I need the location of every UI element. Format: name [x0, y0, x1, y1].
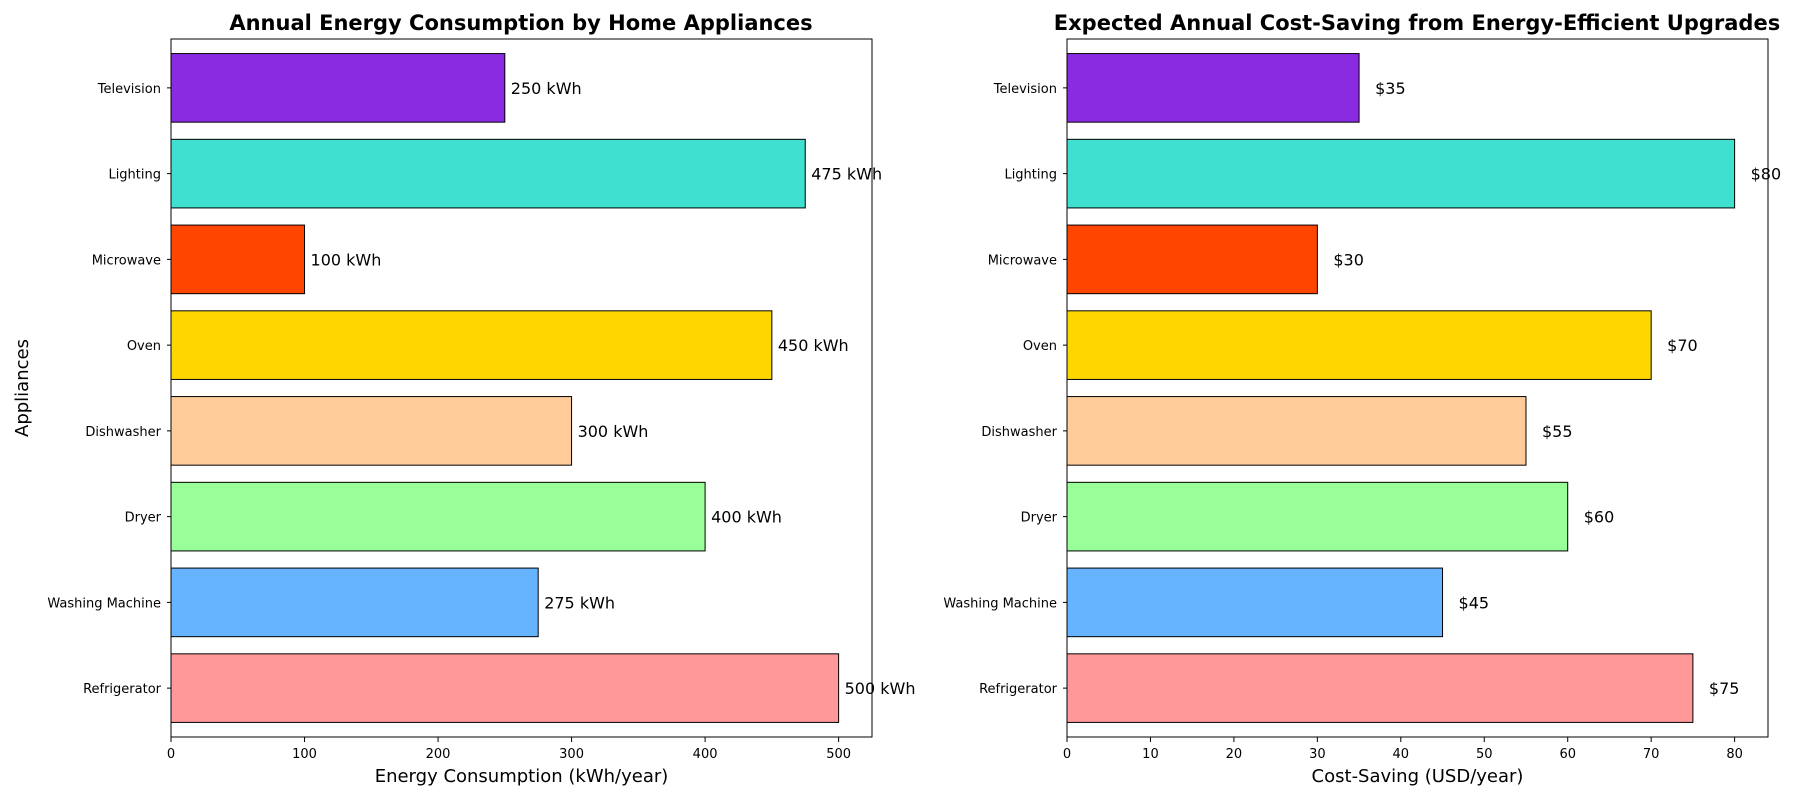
saving-data-label-oven: $70 — [1667, 336, 1698, 355]
saving-x-tick-label-80: 80 — [1726, 747, 1743, 762]
energy-y-tick-label-washing-machine: Washing Machine — [47, 596, 161, 611]
saving-x-tick-label-0: 0 — [1063, 747, 1071, 762]
saving-bar-oven — [1067, 311, 1651, 380]
energy-y-tick-label-television: Television — [97, 82, 161, 97]
energy-bar-dryer — [171, 482, 705, 551]
saving-y-tick-label-dishwasher: Dishwasher — [981, 425, 1057, 440]
energy-bar-dishwasher — [171, 397, 572, 466]
energy-x-tick-label-200: 200 — [426, 747, 451, 762]
saving-x-axis-label: Cost-Saving (USD/year) — [1312, 766, 1524, 787]
saving-x-tick-label-70: 70 — [1643, 747, 1660, 762]
energy-x-tick-label-500: 500 — [826, 747, 851, 762]
energy-x-axis-label: Energy Consumption (kWh/year) — [375, 766, 669, 787]
energy-x-tick-label-400: 400 — [693, 747, 718, 762]
energy-bar-television — [171, 54, 505, 123]
energy-data-label-dishwasher: 300 kWh — [578, 422, 649, 441]
energy-data-label-washing-machine: 275 kWh — [544, 593, 615, 612]
saving-bar-washing-machine — [1067, 568, 1443, 637]
saving-x-tick-label-60: 60 — [1559, 747, 1576, 762]
saving-bar-microwave — [1067, 225, 1317, 294]
saving-bar-television — [1067, 54, 1359, 123]
energy-data-label-dryer: 400 kWh — [711, 508, 782, 527]
energy-bar-refrigerator — [171, 654, 839, 723]
energy-consumption-chart: Annual Energy Consumption by Home Applia… — [12, 11, 915, 787]
saving-bar-refrigerator — [1067, 654, 1693, 723]
saving-data-label-dishwasher: $55 — [1542, 422, 1573, 441]
energy-data-label-oven: 450 kWh — [778, 336, 849, 355]
energy-bar-lighting — [171, 139, 805, 208]
energy-data-label-lighting: 475 kWh — [811, 165, 882, 184]
saving-y-tick-label-television: Television — [993, 82, 1057, 97]
cost-saving-chart: Expected Annual Cost-Saving from Energy-… — [943, 11, 1781, 787]
energy-y-tick-label-refrigerator: Refrigerator — [83, 682, 162, 697]
energy-y-axis-label: Appliances — [12, 339, 33, 437]
saving-bar-lighting — [1067, 139, 1735, 208]
energy-y-tick-label-microwave: Microwave — [92, 253, 161, 268]
energy-data-label-refrigerator: 500 kWh — [845, 679, 916, 698]
saving-bar-dishwasher — [1067, 397, 1526, 466]
energy-y-tick-label-dryer: Dryer — [125, 511, 162, 526]
saving-x-tick-label-20: 20 — [1226, 747, 1243, 762]
energy-y-tick-label-dishwasher: Dishwasher — [85, 425, 161, 440]
energy-bar-washing-machine — [171, 568, 538, 637]
saving-data-label-lighting: $80 — [1751, 165, 1782, 184]
saving-chart-title: Expected Annual Cost-Saving from Energy-… — [1054, 11, 1780, 35]
saving-data-label-microwave: $30 — [1333, 250, 1364, 269]
saving-data-label-dryer: $60 — [1584, 508, 1615, 527]
energy-y-tick-label-oven: Oven — [127, 339, 161, 354]
energy-data-label-microwave: 100 kWh — [311, 250, 382, 269]
saving-x-tick-label-30: 30 — [1309, 747, 1326, 762]
energy-y-tick-label-lighting: Lighting — [108, 168, 161, 183]
saving-y-tick-label-dryer: Dryer — [1021, 511, 1058, 526]
saving-y-tick-label-oven: Oven — [1023, 339, 1057, 354]
saving-data-label-washing-machine: $45 — [1459, 593, 1490, 612]
energy-bar-microwave — [171, 225, 305, 294]
energy-x-tick-label-300: 300 — [559, 747, 584, 762]
saving-y-tick-label-microwave: Microwave — [988, 253, 1057, 268]
saving-x-tick-label-40: 40 — [1393, 747, 1410, 762]
saving-x-tick-label-10: 10 — [1142, 747, 1159, 762]
saving-x-tick-label-50: 50 — [1476, 747, 1493, 762]
saving-data-label-television: $35 — [1375, 79, 1406, 98]
saving-data-label-refrigerator: $75 — [1709, 679, 1740, 698]
saving-bar-dryer — [1067, 482, 1568, 551]
energy-x-tick-label-100: 100 — [292, 747, 317, 762]
energy-bar-oven — [171, 311, 772, 380]
saving-y-tick-label-lighting: Lighting — [1004, 168, 1057, 183]
energy-chart-title: Annual Energy Consumption by Home Applia… — [229, 11, 812, 35]
energy-x-tick-label-0: 0 — [167, 747, 175, 762]
energy-data-label-television: 250 kWh — [511, 79, 582, 98]
saving-y-tick-label-washing-machine: Washing Machine — [943, 596, 1057, 611]
saving-y-tick-label-refrigerator: Refrigerator — [979, 682, 1058, 697]
